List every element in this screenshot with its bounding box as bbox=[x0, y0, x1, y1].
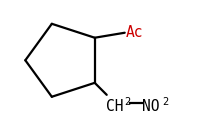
Text: CH: CH bbox=[106, 99, 123, 114]
Text: 2: 2 bbox=[162, 97, 169, 107]
Text: NO: NO bbox=[142, 99, 160, 114]
Text: Ac: Ac bbox=[126, 25, 143, 40]
Text: 2: 2 bbox=[124, 97, 131, 107]
